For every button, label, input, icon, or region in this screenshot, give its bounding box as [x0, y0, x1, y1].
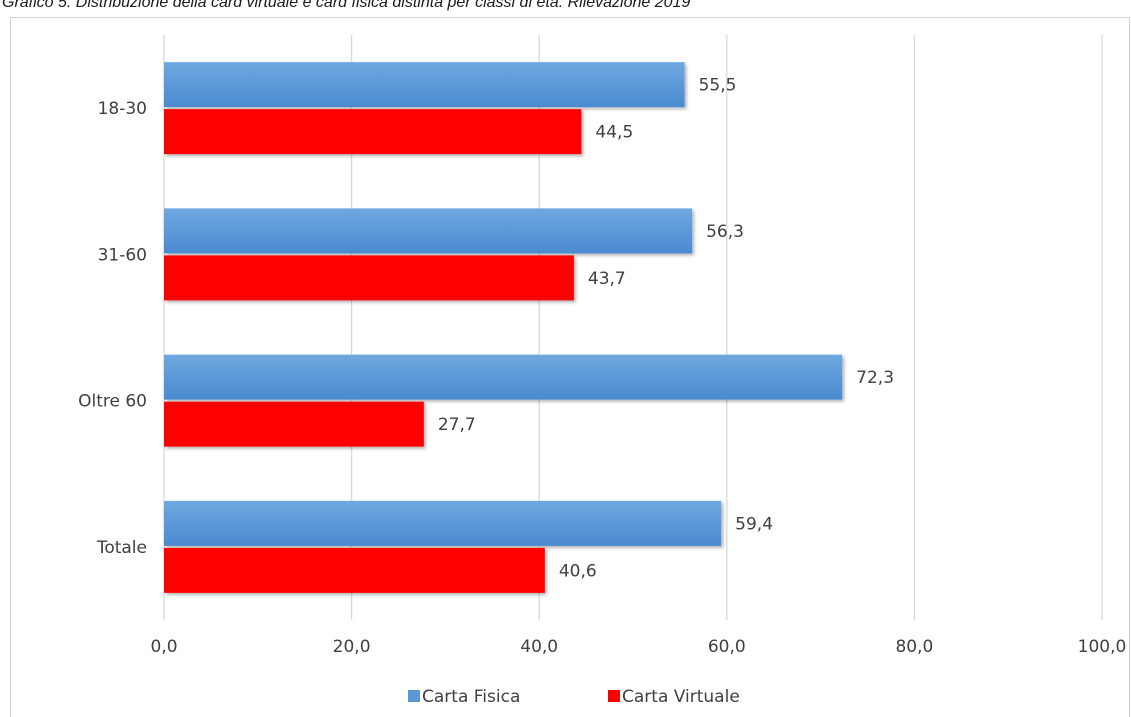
bar-carta-virtuale — [164, 255, 574, 301]
legend-swatch-carta-fisica — [408, 690, 420, 702]
data-label: 44,5 — [595, 123, 633, 143]
chart-frame — [10, 17, 1130, 717]
x-tick-label: 20,0 — [333, 637, 371, 657]
bar-carta-virtuale — [164, 109, 582, 155]
x-tick-label: 100,0 — [1078, 637, 1127, 657]
data-label: 27,7 — [438, 415, 476, 435]
x-tick-label: 0,0 — [150, 637, 177, 657]
x-tick-label: 40,0 — [520, 637, 558, 657]
bar-carta-fisica — [164, 208, 693, 254]
x-tick-label: 60,0 — [708, 637, 746, 657]
data-label: 55,5 — [699, 76, 737, 96]
data-label: 59,4 — [735, 514, 773, 534]
category-label: Oltre 60 — [78, 392, 147, 412]
bar-carta-fisica — [164, 500, 722, 546]
bar-carta-fisica — [164, 62, 685, 108]
bar-carta-virtuale — [164, 401, 424, 447]
data-label: 40,6 — [559, 561, 597, 581]
chart-title: Grafico 5. Distribuzione della card virt… — [2, 0, 691, 11]
legend-label: Carta Virtuale — [622, 687, 740, 707]
data-label: 56,3 — [706, 222, 744, 242]
category-label: 31-60 — [98, 245, 147, 265]
legend-swatch-carta-virtuale — [608, 690, 620, 702]
category-label: 18-30 — [98, 99, 147, 119]
data-label: 72,3 — [856, 368, 894, 388]
data-label: 43,7 — [588, 269, 626, 289]
x-tick-label: 80,0 — [895, 637, 933, 657]
category-label: Totale — [96, 538, 147, 558]
bar-carta-fisica — [164, 354, 843, 400]
bar-carta-virtuale — [164, 547, 545, 593]
legend-label: Carta Fisica — [422, 687, 520, 707]
